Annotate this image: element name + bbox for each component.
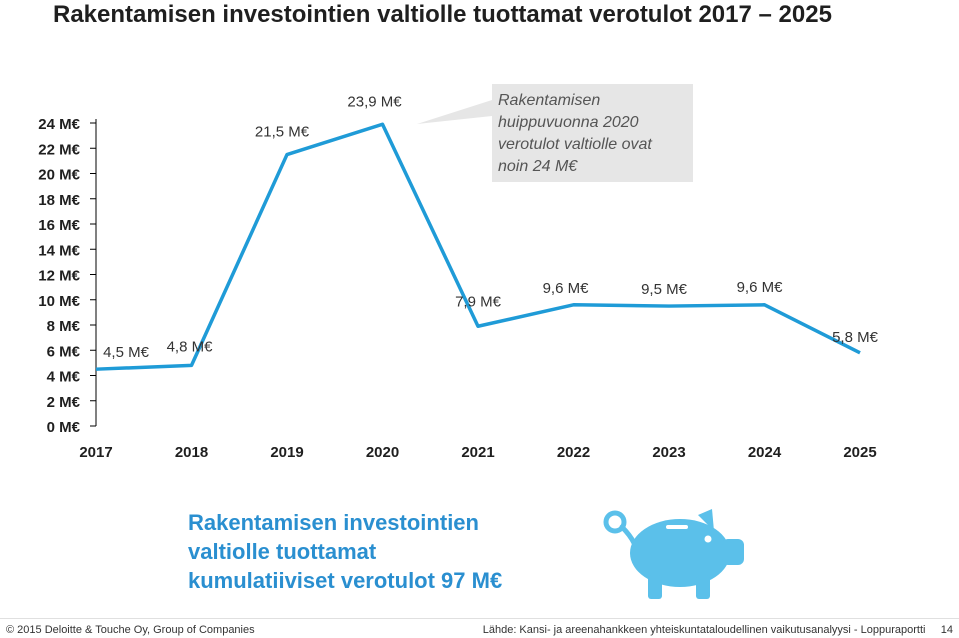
y-tick-label: 0 M€: [47, 419, 81, 436]
y-tick-label: 14 M€: [38, 242, 80, 259]
y-tick-label: 24 M€: [38, 116, 80, 133]
x-tick-label: 2025: [843, 444, 876, 461]
summary-line: kumulatiiviset verotulot 97 M€: [188, 568, 503, 593]
data-label: 9,6 M€: [543, 280, 590, 297]
x-tick-label: 2019: [270, 444, 303, 461]
data-label: 7,9 M€: [455, 293, 502, 310]
footer-source-text: Lähde: Kansi- ja areenahankkeen yhteisku…: [482, 624, 926, 636]
y-tick-label: 6 M€: [47, 343, 81, 360]
y-tick-label: 8 M€: [47, 318, 81, 335]
summary-line: Rakentamisen investointien: [188, 510, 479, 535]
page-number: 14: [940, 624, 953, 636]
y-tick-label: 20 M€: [38, 167, 80, 184]
callout-line: verotulot valtiolle ovat: [498, 136, 652, 153]
callout-line: Rakentamisen: [498, 92, 601, 109]
x-tick-label: 2021: [461, 444, 494, 461]
callout-box: Rakentamisen huippuvuonna 2020 verotulot…: [492, 84, 693, 182]
y-tick-label: 16 M€: [38, 217, 80, 234]
y-tick-label: 2 M€: [47, 394, 81, 411]
line-chart: 0 M€ 2 M€ 4 M€ 6 M€ 8 M€ 10 M€ 12 M€ 14 M€ 16 M€…: [38, 93, 879, 461]
data-label: 23,9 M€: [347, 93, 402, 110]
data-label: 21,5 M€: [255, 124, 310, 141]
data-label: 5,8 M€: [832, 329, 879, 346]
footer-divider: [0, 618, 959, 619]
x-tick-label: 2022: [557, 444, 590, 461]
y-tick-label: 22 M€: [38, 141, 80, 158]
y-tick-label: 4 M€: [47, 369, 81, 386]
y-tick-label: 10 M€: [38, 293, 80, 310]
summary-line: valtiolle tuottamat: [188, 539, 377, 564]
footer-copyright: © 2015 Deloitte & Touche Oy, Group of Co…: [6, 624, 255, 636]
data-label: 4,5 M€: [103, 344, 150, 361]
data-label: 4,8 M€: [167, 338, 214, 355]
y-tick-label: 12 M€: [38, 268, 80, 285]
data-label: 9,6 M€: [737, 279, 784, 296]
piggy-bank-icon: [603, 509, 744, 599]
x-tick-label: 2017: [79, 444, 112, 461]
data-label: 9,5 M€: [641, 281, 688, 298]
footer-source: Lähde: Kansi- ja areenahankkeen yhteisku…: [483, 624, 953, 636]
x-tick-label: 2020: [366, 444, 399, 461]
summary-text: Rakentamisen investointien valtiolle tuo…: [188, 508, 588, 595]
callout-pointer: [417, 100, 492, 124]
x-tick-label: 2023: [652, 444, 685, 461]
callout-line: huippuvuonna 2020: [498, 114, 639, 131]
page-title: Rakentamisen investointien valtiolle tuo…: [53, 1, 832, 28]
callout-line: noin 24 M€: [498, 158, 578, 175]
series-line: [95, 122, 861, 371]
x-tick-label: 2024: [748, 444, 782, 461]
y-tick-label: 18 M€: [38, 192, 80, 209]
x-tick-label: 2018: [175, 444, 208, 461]
